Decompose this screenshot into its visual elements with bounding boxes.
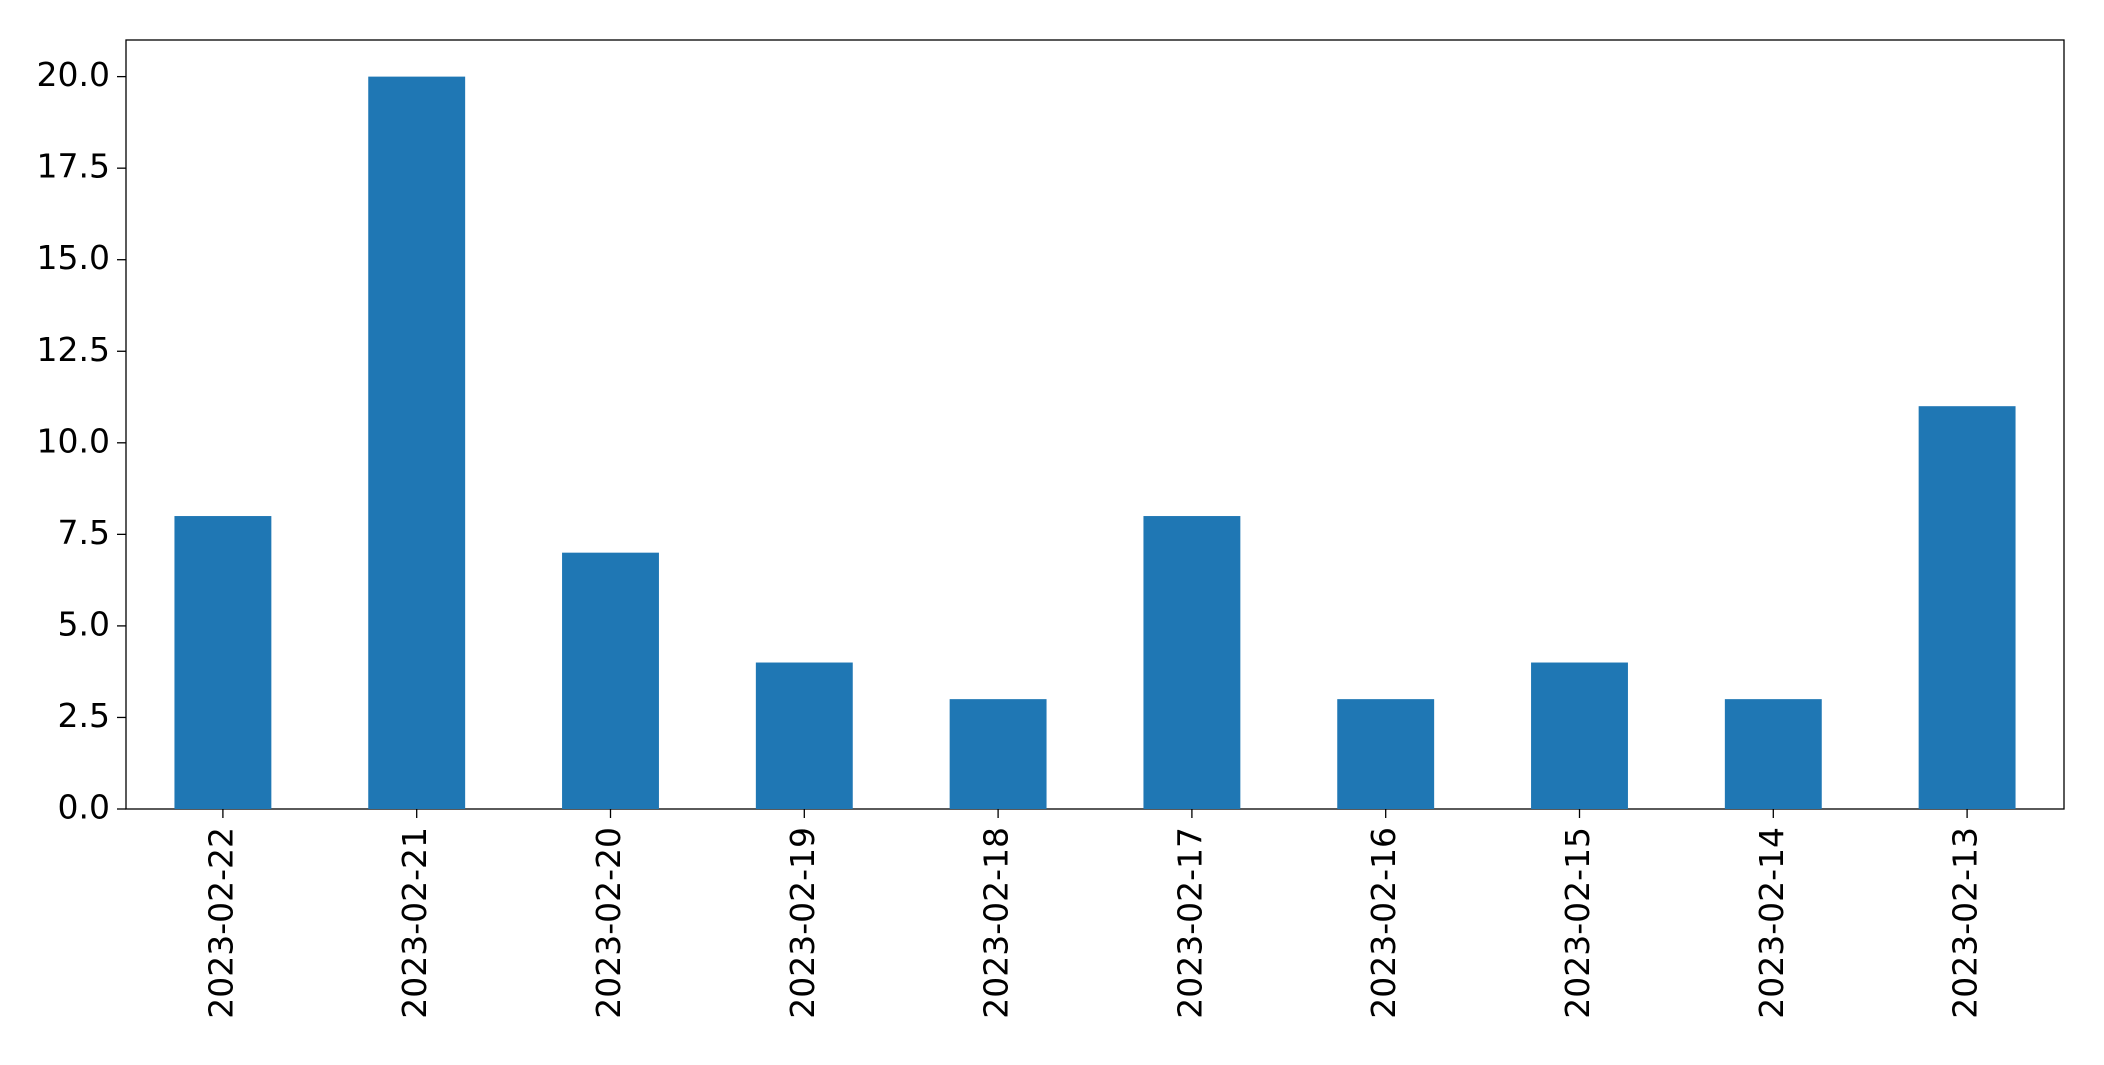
x-tick-label: 2023-02-22 <box>201 827 240 1019</box>
y-tick-label: 10.0 <box>37 421 110 460</box>
y-tick-label: 5.0 <box>58 604 110 643</box>
y-tick-label: 20.0 <box>37 55 110 94</box>
x-tick-label: 2023-02-15 <box>1558 827 1597 1019</box>
x-tick-label: 2023-02-21 <box>395 827 434 1019</box>
bar <box>1337 699 1435 809</box>
x-tick-label: 2023-02-16 <box>1364 827 1403 1019</box>
x-tick-label: 2023-02-13 <box>1946 827 1985 1019</box>
x-tick-label: 2023-02-19 <box>783 827 822 1019</box>
bar <box>949 699 1047 809</box>
plot-frame <box>125 39 2065 810</box>
x-tick-label: 2023-02-14 <box>1752 827 1791 1019</box>
x-tick-label: 2023-02-20 <box>589 827 628 1019</box>
bar <box>1724 699 1822 809</box>
y-tick-label: 12.5 <box>37 330 110 369</box>
y-tick-label: 7.5 <box>58 513 110 552</box>
bar <box>562 552 659 809</box>
bar <box>755 662 853 809</box>
x-tick-label: 2023-02-17 <box>1170 827 1209 1019</box>
bar <box>174 516 272 809</box>
bar <box>368 76 466 810</box>
bar <box>1531 662 1628 809</box>
y-tick-label: 2.5 <box>58 696 110 735</box>
bar <box>1918 406 2016 809</box>
y-tick-label: 15.0 <box>37 238 110 277</box>
y-tick-label: 17.5 <box>37 147 110 186</box>
x-tick-label: 2023-02-18 <box>977 827 1016 1019</box>
bar <box>1143 516 1241 809</box>
y-tick-label: 0.0 <box>58 788 110 827</box>
